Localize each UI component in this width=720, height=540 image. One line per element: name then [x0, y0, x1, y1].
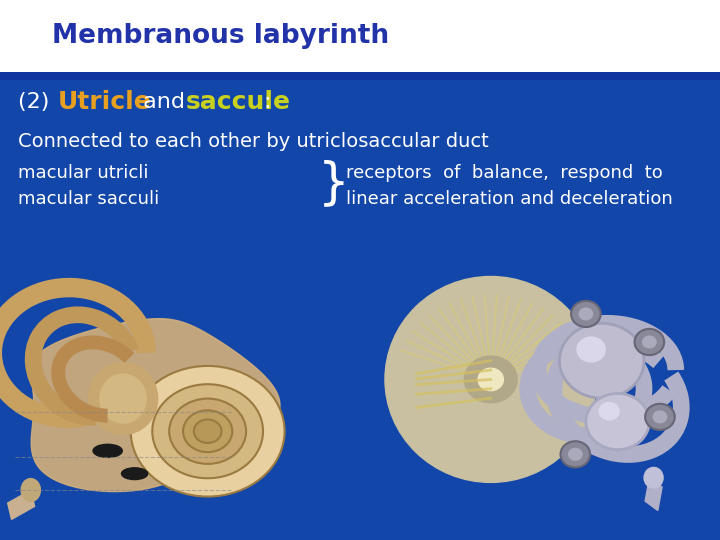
Polygon shape	[31, 319, 280, 491]
Circle shape	[634, 329, 664, 355]
Text: linear acceleration and deceleration: linear acceleration and deceleration	[346, 190, 672, 208]
Bar	[0, 72, 720, 80]
Text: macular sacculi: macular sacculi	[18, 190, 159, 208]
Circle shape	[131, 366, 284, 497]
Circle shape	[478, 368, 503, 390]
Text: }: }	[318, 159, 350, 207]
Circle shape	[169, 399, 246, 464]
Bar	[0, 0, 720, 72]
Text: Utricle: Utricle	[58, 90, 151, 114]
Circle shape	[586, 394, 649, 450]
Ellipse shape	[93, 444, 122, 457]
Ellipse shape	[100, 374, 146, 423]
Polygon shape	[8, 490, 35, 519]
Circle shape	[571, 301, 600, 327]
Circle shape	[559, 323, 644, 398]
Circle shape	[464, 356, 517, 403]
Text: and: and	[136, 92, 192, 112]
Text: Membranous labyrinth: Membranous labyrinth	[52, 23, 389, 49]
Ellipse shape	[385, 276, 596, 482]
Circle shape	[194, 420, 222, 443]
Circle shape	[568, 448, 582, 461]
Circle shape	[561, 441, 590, 468]
Circle shape	[652, 410, 667, 423]
Text: :: :	[264, 92, 271, 112]
Text: saccule: saccule	[186, 90, 290, 114]
Ellipse shape	[644, 468, 663, 488]
Text: receptors  of  balance,  respond  to: receptors of balance, respond to	[346, 164, 662, 182]
Ellipse shape	[21, 478, 40, 502]
Polygon shape	[645, 478, 662, 510]
Circle shape	[577, 336, 606, 362]
Circle shape	[645, 404, 675, 430]
Text: macular utricli: macular utricli	[18, 164, 148, 182]
Circle shape	[578, 307, 593, 320]
Circle shape	[598, 402, 620, 421]
Circle shape	[153, 384, 263, 478]
Circle shape	[183, 410, 233, 452]
Ellipse shape	[89, 363, 158, 435]
Circle shape	[642, 335, 657, 348]
Text: (2): (2)	[18, 92, 56, 112]
Ellipse shape	[122, 468, 148, 480]
Text: Connected to each other by utriclosaccular duct: Connected to each other by utriclosaccul…	[18, 132, 489, 151]
